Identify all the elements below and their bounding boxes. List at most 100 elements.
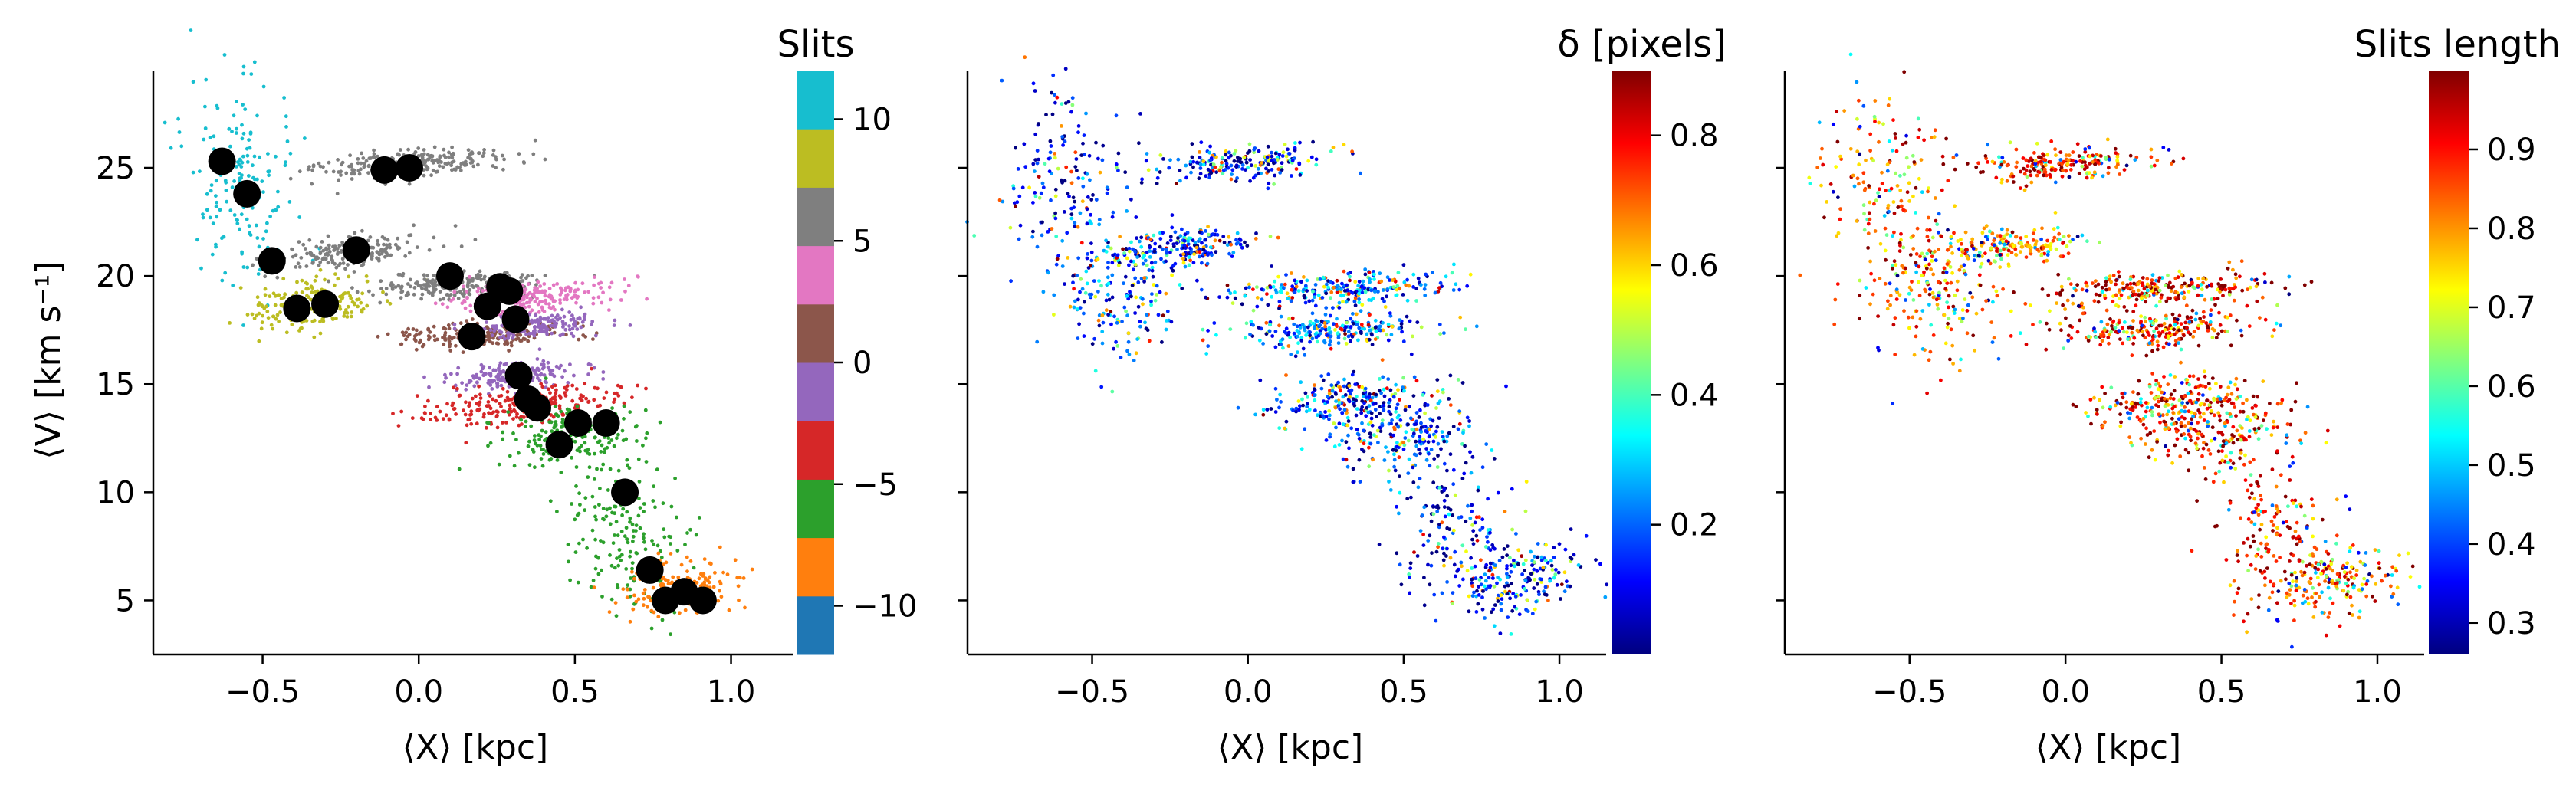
data-point [642, 540, 646, 544]
data-point [1392, 395, 1396, 399]
data-point [1141, 297, 1145, 301]
data-point [2107, 166, 2111, 170]
data-point [1301, 346, 1306, 351]
data-point [593, 514, 597, 519]
data-point [1505, 575, 1510, 579]
data-point [1277, 153, 1282, 156]
data-point [1438, 323, 1442, 326]
data-point [491, 164, 495, 168]
data-point [1471, 529, 1476, 533]
data-point [1442, 535, 1446, 540]
data-point [1398, 490, 1402, 495]
data-point [355, 290, 360, 294]
data-point [1508, 596, 1512, 601]
data-point [411, 327, 416, 331]
colorbar-tick-label: −5 [853, 467, 898, 503]
data-point [628, 520, 632, 524]
data-point [725, 572, 730, 576]
data-point [1428, 464, 1432, 468]
data-point [338, 299, 342, 303]
data-point [593, 435, 597, 439]
data-point [1170, 213, 1175, 217]
data-point [1127, 263, 1131, 267]
data-point [422, 375, 426, 379]
data-point [468, 274, 472, 279]
data-point [1124, 247, 1129, 251]
data-point [1209, 171, 1214, 175]
data-point [1835, 139, 1840, 144]
data-point [1283, 143, 1287, 146]
data-point [1243, 294, 1247, 298]
data-point [1020, 185, 1025, 190]
data-point [1109, 322, 1113, 326]
data-point [442, 326, 446, 330]
data-point [1835, 234, 1839, 238]
data-point [2105, 137, 2110, 142]
data-point [1414, 427, 1419, 431]
data-point [1855, 116, 1859, 121]
data-point [352, 270, 356, 274]
data-point [288, 176, 293, 181]
data-point [1328, 432, 1332, 437]
data-point [1244, 321, 1249, 326]
data-point [1465, 284, 1470, 288]
data-point [1511, 592, 1516, 595]
data-point [1053, 211, 1057, 215]
data-point [554, 364, 559, 369]
data-point [1372, 270, 1375, 274]
data-point [550, 429, 554, 434]
data-point [1376, 290, 1380, 294]
data-point [550, 331, 554, 336]
data-point [702, 572, 706, 576]
data-point [1190, 142, 1194, 146]
data-point [494, 398, 498, 403]
data-point [592, 398, 596, 402]
data-point [393, 285, 398, 289]
data-point [570, 331, 573, 336]
data-point [1430, 271, 1434, 274]
data-point [1244, 160, 1249, 165]
data-point [2035, 173, 2039, 178]
data-point [1442, 487, 1447, 491]
data-point [1206, 344, 1211, 348]
data-point [1279, 400, 1283, 404]
data-point [1342, 408, 1347, 412]
data-point [1257, 171, 1260, 175]
data-point [633, 425, 638, 429]
data-point [2029, 180, 2034, 185]
data-point [1884, 233, 1889, 237]
data-point [1260, 287, 1264, 292]
data-point [274, 154, 278, 159]
data-point [1267, 329, 1272, 333]
data-point [1140, 177, 1144, 182]
data-point [1429, 448, 1434, 452]
data-point [2022, 188, 2027, 192]
data-point [498, 336, 502, 339]
data-point [1480, 607, 1485, 612]
data-point [1152, 249, 1157, 254]
data-point [1407, 457, 1411, 461]
data-point [1099, 284, 1103, 288]
data-point [380, 251, 384, 256]
data-point [1227, 288, 1231, 293]
data-point [2116, 162, 2120, 167]
data-point [1480, 517, 1485, 522]
slit-marker [311, 290, 340, 318]
data-point [1252, 150, 1257, 155]
data-point [443, 162, 448, 166]
data-point [312, 335, 317, 339]
data-point [1442, 461, 1447, 466]
data-point [573, 290, 577, 294]
data-point [1314, 157, 1319, 162]
data-point [230, 130, 234, 134]
data-point [1293, 141, 1297, 145]
data-point [1390, 418, 1394, 422]
data-point [1399, 322, 1404, 326]
data-point [1200, 261, 1204, 265]
data-point [526, 339, 531, 343]
data-point [488, 328, 493, 333]
data-point [1368, 313, 1372, 317]
data-point [2054, 153, 2058, 158]
data-point [1373, 402, 1378, 405]
data-point [1092, 336, 1096, 341]
